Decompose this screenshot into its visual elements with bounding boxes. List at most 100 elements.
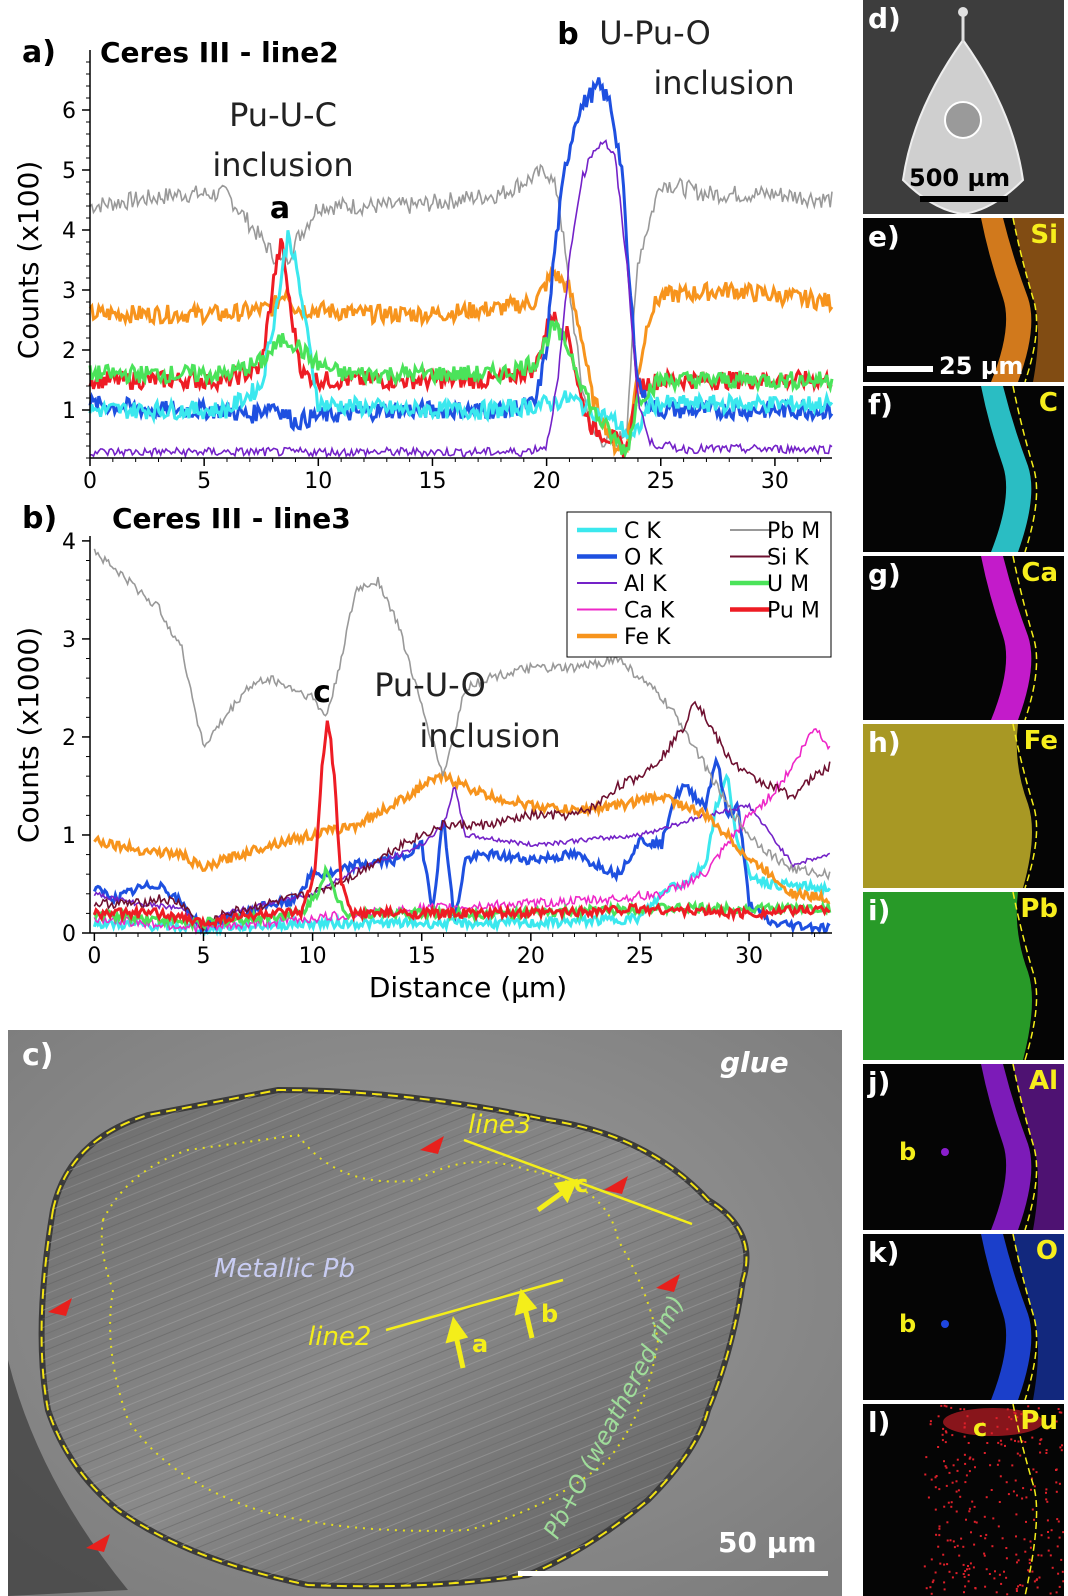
map-pixel xyxy=(1028,1562,1031,1565)
map-pixel xyxy=(938,1525,941,1528)
map-pixel xyxy=(992,1517,995,1520)
map-pixel xyxy=(934,1571,937,1574)
map-pixel xyxy=(988,1573,991,1575)
annotation-a-label: a xyxy=(270,191,290,226)
series-line-fe-k xyxy=(93,771,831,905)
map-pixel xyxy=(956,1458,959,1461)
map-pixel xyxy=(964,1585,967,1588)
map-pixel xyxy=(995,1591,998,1594)
map-background xyxy=(863,386,1064,552)
map-pixel xyxy=(1005,1481,1008,1484)
map-pixel xyxy=(983,1515,986,1518)
boundary-line xyxy=(1012,892,1038,1060)
map-pixel xyxy=(1055,1481,1058,1484)
map-pixel xyxy=(1060,1411,1063,1414)
map-pixel xyxy=(1027,1405,1030,1408)
y-tick-label: 1 xyxy=(62,399,76,424)
map-pixel xyxy=(1023,1538,1026,1541)
map-pixel xyxy=(932,1579,935,1582)
map-pixel xyxy=(950,1505,953,1508)
map-pixel xyxy=(1029,1546,1032,1549)
scale-bar-label: 50 µm xyxy=(718,1526,817,1559)
legend-label: Pu M xyxy=(767,599,820,624)
map-pixel xyxy=(941,1433,944,1436)
y-tick-label: 2 xyxy=(62,726,76,751)
map-pixel xyxy=(1046,1500,1049,1503)
map-pixel xyxy=(1025,1496,1028,1499)
panel-label-b: b) xyxy=(22,501,57,536)
map-pixel xyxy=(1014,1479,1017,1482)
x-tick-label: 30 xyxy=(735,944,763,969)
map-pixel xyxy=(953,1546,956,1549)
map-pixel xyxy=(1021,1440,1024,1443)
map-image xyxy=(863,218,1064,382)
map-pixel xyxy=(938,1527,941,1530)
map-pixel xyxy=(943,1563,946,1566)
map-pixel xyxy=(955,1572,958,1575)
map-pixel xyxy=(950,1501,953,1504)
map-scale-label: 500 µm xyxy=(909,164,1011,192)
map-pixel xyxy=(1037,1554,1040,1557)
legend-label: Ca K xyxy=(624,599,675,624)
map-signal-region xyxy=(1013,1064,1064,1230)
map-pixel xyxy=(1061,1570,1064,1573)
map-pixel xyxy=(984,1585,987,1588)
map-pixel xyxy=(973,1520,976,1523)
map-scale-label: 25 µm xyxy=(939,352,1024,380)
sem-image xyxy=(8,1030,842,1596)
map-pixel xyxy=(1024,1441,1027,1443)
map-pixel xyxy=(1035,1471,1038,1474)
map-background xyxy=(863,556,1064,720)
map-pixel xyxy=(1021,1584,1024,1587)
element-map-pu: l) Pu c xyxy=(863,1404,1064,1596)
map-pixel xyxy=(1056,1545,1059,1548)
map-pixel xyxy=(951,1576,954,1579)
map-pixel xyxy=(929,1423,932,1426)
map-panel-label: j) xyxy=(868,1066,891,1099)
map-pixel xyxy=(1033,1485,1036,1488)
arrow-c-label: c xyxy=(574,1170,589,1198)
map-pixel xyxy=(1038,1442,1041,1445)
map-pixel xyxy=(1056,1518,1059,1521)
map-pixel xyxy=(998,1501,1001,1503)
x-tick-label: 15 xyxy=(418,469,446,494)
series-line-pb-m xyxy=(93,548,831,881)
map-pixel xyxy=(1049,1554,1052,1557)
y-tick-label: 1 xyxy=(62,824,76,849)
arrow-b-label: b xyxy=(541,1300,559,1328)
map-pixel xyxy=(935,1533,938,1536)
map-signal-region xyxy=(1013,1234,1064,1400)
sample-tip-head xyxy=(958,7,968,17)
arrow-a-icon xyxy=(445,1316,469,1369)
map-pixel xyxy=(974,1466,976,1469)
map-image xyxy=(863,386,1064,552)
map-pixel xyxy=(983,1554,986,1557)
map-pixel xyxy=(1015,1587,1018,1590)
map-pixel xyxy=(951,1434,954,1437)
map-pixel xyxy=(944,1465,947,1468)
map-pixel xyxy=(940,1404,943,1407)
map-pixel xyxy=(1055,1591,1058,1594)
y-tick-label: 2 xyxy=(62,339,76,364)
map-pixel xyxy=(937,1446,940,1448)
map-pixel xyxy=(1040,1438,1043,1441)
boundary-line xyxy=(1012,218,1038,382)
map-pixel xyxy=(948,1570,951,1573)
chart-b-xlabel: Distance (µm) xyxy=(369,971,567,1004)
panel-label-a: a) xyxy=(22,35,56,70)
dark-edge-left xyxy=(8,1360,128,1596)
map-pixel xyxy=(968,1457,971,1460)
red-arrow-icons xyxy=(48,1136,680,1552)
map-pixel xyxy=(971,1500,974,1503)
map-pixel xyxy=(965,1518,967,1521)
map-pixel xyxy=(934,1508,937,1511)
map-pixel xyxy=(1058,1482,1061,1485)
map-pixel xyxy=(950,1406,953,1409)
map-pixel xyxy=(934,1486,937,1489)
map-pixel xyxy=(996,1463,999,1466)
map-pixel xyxy=(967,1442,970,1444)
legend-label: C K xyxy=(624,519,661,544)
map-pixel xyxy=(946,1521,949,1524)
map-pixel xyxy=(1021,1497,1024,1500)
